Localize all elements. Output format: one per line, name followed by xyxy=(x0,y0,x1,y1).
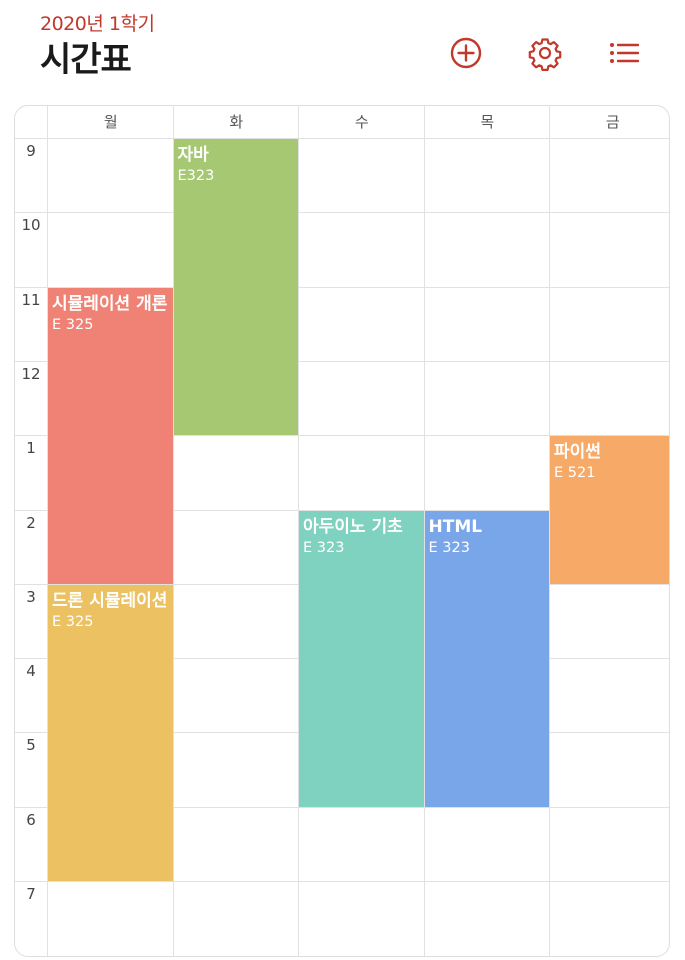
class-title: 시뮬레이션 개론 xyxy=(52,293,168,314)
class-block[interactable]: 자바 E323 xyxy=(173,139,298,436)
grid-row-line xyxy=(15,881,669,882)
grid-row-line xyxy=(15,360,669,362)
class-block[interactable]: 파이썬 E 521 xyxy=(550,436,669,584)
timetable-grid: 월 화 수 목 금 9 10 11 12 1 2 3 4 5 6 7 자바 E323 시뮬레이션 개론 E 325 드론… xyxy=(14,105,670,957)
day-header: 수 xyxy=(354,113,369,131)
semester-label: 2020년 1학기 xyxy=(40,13,155,35)
settings-button[interactable] xyxy=(527,35,563,71)
grid-row-line xyxy=(15,286,669,288)
day-header: 월 xyxy=(103,113,118,131)
grid-row-line xyxy=(15,212,669,214)
grid-column-line xyxy=(47,106,48,956)
hour-label: 5 xyxy=(26,736,36,755)
hour-label: 10 xyxy=(21,216,41,235)
class-block[interactable]: 아두이노 기초 E 323 xyxy=(299,510,424,807)
class-room: E323 xyxy=(177,168,215,184)
gear-icon xyxy=(528,38,562,71)
grid-column-line xyxy=(549,106,550,956)
grid-row-line xyxy=(15,806,669,808)
class-title: 드론 시뮬레이션 xyxy=(52,590,168,611)
grid-column-line xyxy=(423,106,425,956)
class-block[interactable]: HTML E 323 xyxy=(424,510,549,807)
grid-row-line xyxy=(15,138,669,139)
class-title: 파이썬 xyxy=(554,442,601,463)
class-room: E 521 xyxy=(554,465,596,482)
class-room: E 325 xyxy=(52,613,94,630)
class-room: E 323 xyxy=(428,539,470,556)
class-title: 아두이노 기초 xyxy=(303,516,403,537)
class-title: 자바 xyxy=(177,145,209,165)
add-circle-icon xyxy=(450,37,482,69)
class-room: E 323 xyxy=(303,539,345,556)
hour-label: 7 xyxy=(26,885,36,903)
class-block[interactable]: 시뮬레이션 개론 E 325 xyxy=(48,287,173,584)
hour-label: 4 xyxy=(26,662,36,681)
class-block[interactable]: 드론 시뮬레이션 E 325 xyxy=(48,584,173,881)
page-title: 시간표 xyxy=(40,40,132,80)
class-room: E 325 xyxy=(52,316,94,333)
list-view-button[interactable] xyxy=(606,35,642,71)
day-header: 금 xyxy=(605,113,620,131)
add-button[interactable] xyxy=(448,35,484,71)
hour-label: 3 xyxy=(26,587,36,606)
hour-label: 12 xyxy=(21,364,41,383)
hour-label: 11 xyxy=(21,290,41,309)
class-title: HTML xyxy=(428,516,483,537)
hour-label: 6 xyxy=(26,810,36,829)
grid-row-line xyxy=(15,435,669,437)
day-header: 목 xyxy=(480,113,495,131)
day-header: 화 xyxy=(229,113,244,131)
hour-label: 1 xyxy=(26,439,36,458)
hour-label: 2 xyxy=(26,513,36,532)
list-icon xyxy=(610,43,640,63)
hour-label: 9 xyxy=(26,142,36,160)
grid-column-line xyxy=(298,106,299,956)
grid-column-line xyxy=(172,106,174,956)
grid-row-line xyxy=(15,509,669,511)
